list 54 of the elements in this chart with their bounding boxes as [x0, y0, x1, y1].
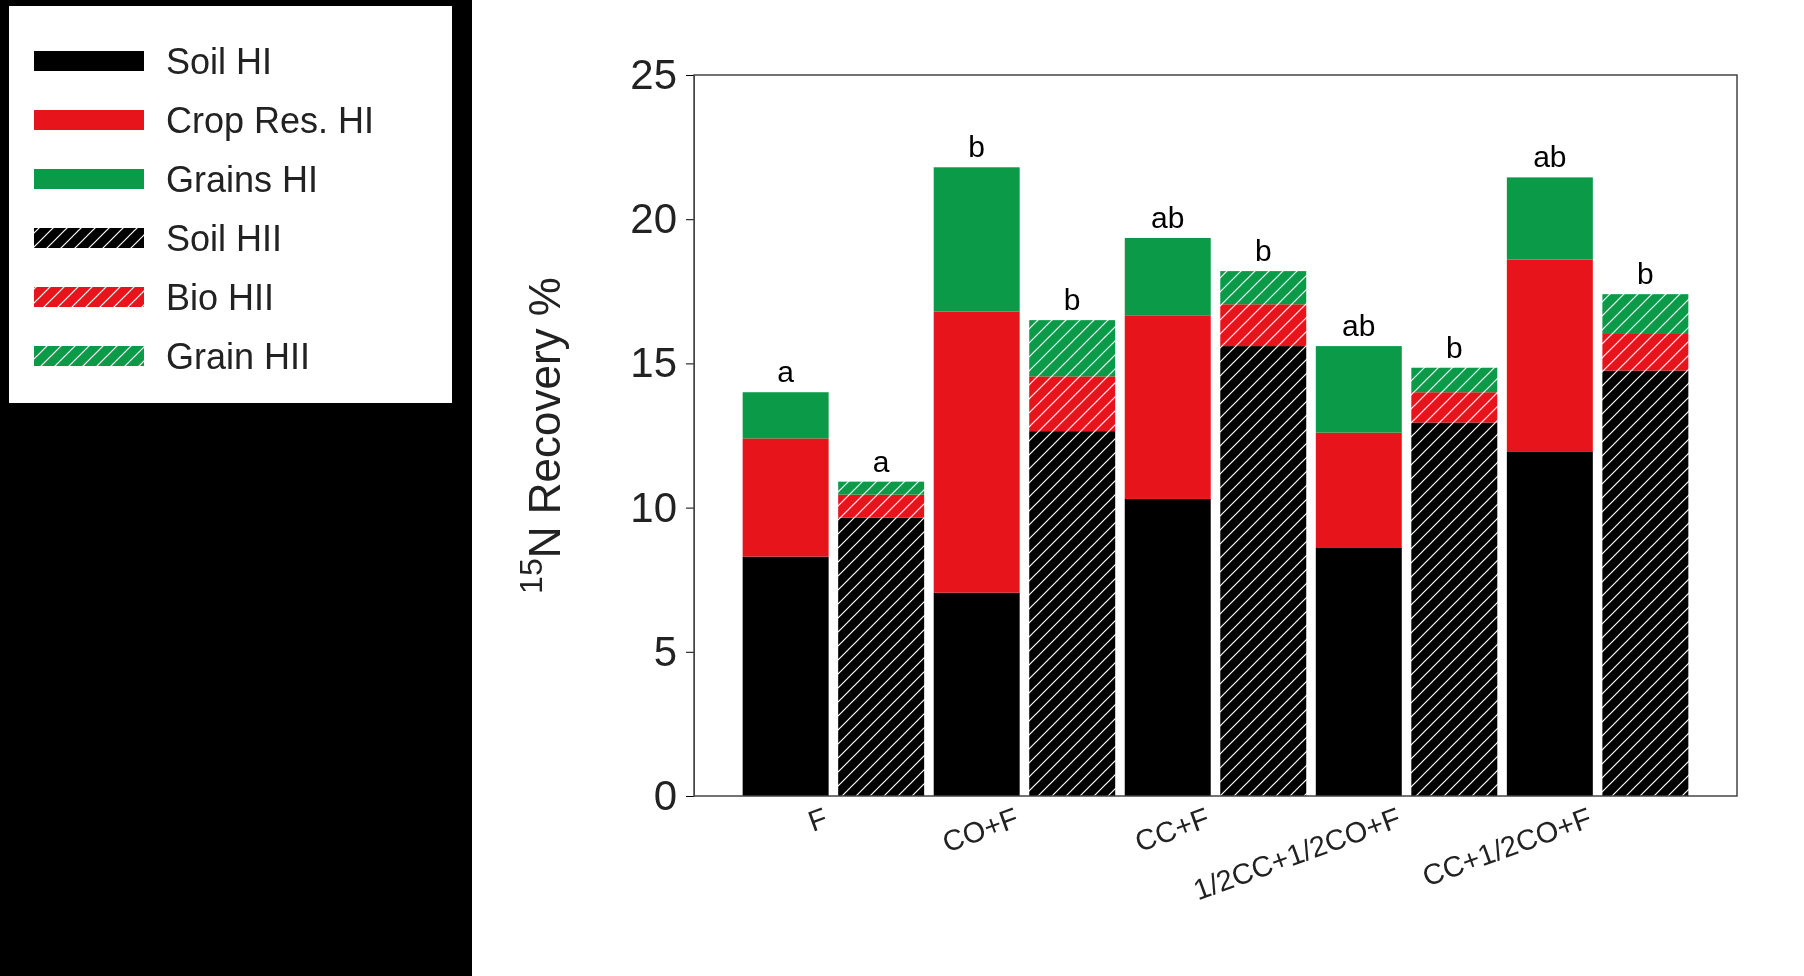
- total-label: b: [1637, 257, 1654, 291]
- total-label: b: [968, 130, 986, 164]
- bar: [838, 481, 925, 495]
- bar: [1029, 320, 1116, 377]
- bar: [1315, 346, 1402, 433]
- bar: [1124, 498, 1211, 796]
- total-label: a: [777, 355, 795, 389]
- bar: [933, 592, 1020, 796]
- legend-label: Bio HII: [166, 277, 275, 318]
- bar: [1315, 432, 1402, 548]
- bar: [742, 556, 829, 796]
- bar: [1029, 431, 1116, 796]
- bar: [1315, 547, 1402, 796]
- bar: [1602, 333, 1689, 371]
- y-tick-label: 10: [630, 483, 677, 531]
- legend-label: Crop Res. HI: [166, 100, 375, 141]
- bar: [933, 167, 1020, 312]
- bar: [1411, 422, 1498, 796]
- bar: [1602, 294, 1689, 334]
- x-tick-label: CO+F: [938, 801, 1023, 859]
- total-label: ab: [1342, 309, 1376, 343]
- total-label: a: [872, 444, 890, 478]
- x-tick-label: F: [803, 801, 832, 838]
- bar: [838, 517, 925, 796]
- total-label: b: [1254, 234, 1272, 268]
- bar: [1506, 451, 1593, 796]
- bar: [742, 392, 829, 439]
- bar: [1411, 392, 1498, 423]
- legend-label: Grain HII: [166, 336, 311, 377]
- legend-label: Soil HI: [166, 41, 273, 82]
- bar: [1506, 177, 1593, 260]
- y-tick-label: 25: [630, 50, 677, 98]
- legend-label: Grains HI: [166, 159, 319, 200]
- y-tick-label: 0: [653, 771, 677, 819]
- bar: [1220, 271, 1307, 305]
- bar: [933, 311, 1020, 593]
- y-tick-label: 20: [630, 195, 677, 243]
- total-label: ab: [1151, 200, 1185, 234]
- bar: [1220, 346, 1307, 796]
- total-label: b: [1445, 330, 1463, 364]
- bar: [1602, 370, 1689, 796]
- legend-label: Soil HII: [166, 218, 283, 259]
- total-label: b: [1063, 283, 1081, 317]
- bar: [742, 438, 829, 557]
- bar: [1124, 237, 1211, 316]
- y-tick-label: 5: [653, 627, 677, 675]
- total-label: ab: [1533, 140, 1567, 174]
- bar: [1220, 304, 1307, 347]
- y-tick-label: 15: [630, 339, 677, 387]
- bar: [1411, 367, 1498, 393]
- bar: [1029, 376, 1116, 432]
- bar: [1124, 315, 1211, 499]
- bar: [838, 494, 925, 518]
- bar: [1506, 259, 1593, 452]
